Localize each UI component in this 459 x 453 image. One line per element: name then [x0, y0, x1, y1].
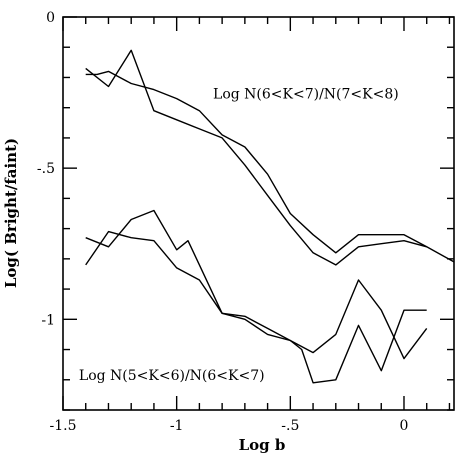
- x-tick-label: -1.5: [50, 418, 77, 434]
- series-line: [85, 49, 427, 266]
- series-line: [85, 70, 455, 263]
- x-tick-label: 0: [400, 418, 409, 434]
- y-tick-label: 0: [46, 10, 55, 26]
- annotations: Log N(6<K<7)/N(7<K<8) Log N(5<K<6)/N(6<K<…: [79, 87, 399, 384]
- series-lines: [85, 49, 455, 384]
- tick-labels: -1.5 -1 -.5 0 0 -.5 -1: [37, 10, 409, 434]
- y-tick-label: -.5: [37, 161, 55, 177]
- ticks: [62, 16, 454, 411]
- x-axis-label: Log b: [239, 436, 286, 453]
- y-tick-label: -1: [41, 312, 55, 328]
- series-line: [85, 230, 428, 360]
- series-annotation: Log N(6<K<7)/N(7<K<8): [213, 87, 399, 103]
- x-tick-label: -.5: [281, 418, 299, 434]
- plot-frame: [62, 16, 455, 411]
- series-annotation: Log N(5<K<6)/N(6<K<7): [79, 368, 265, 384]
- y-axis-label: Log( Bright/faint): [2, 138, 20, 288]
- series-line: [85, 209, 427, 384]
- x-tick-label: -1: [170, 418, 184, 434]
